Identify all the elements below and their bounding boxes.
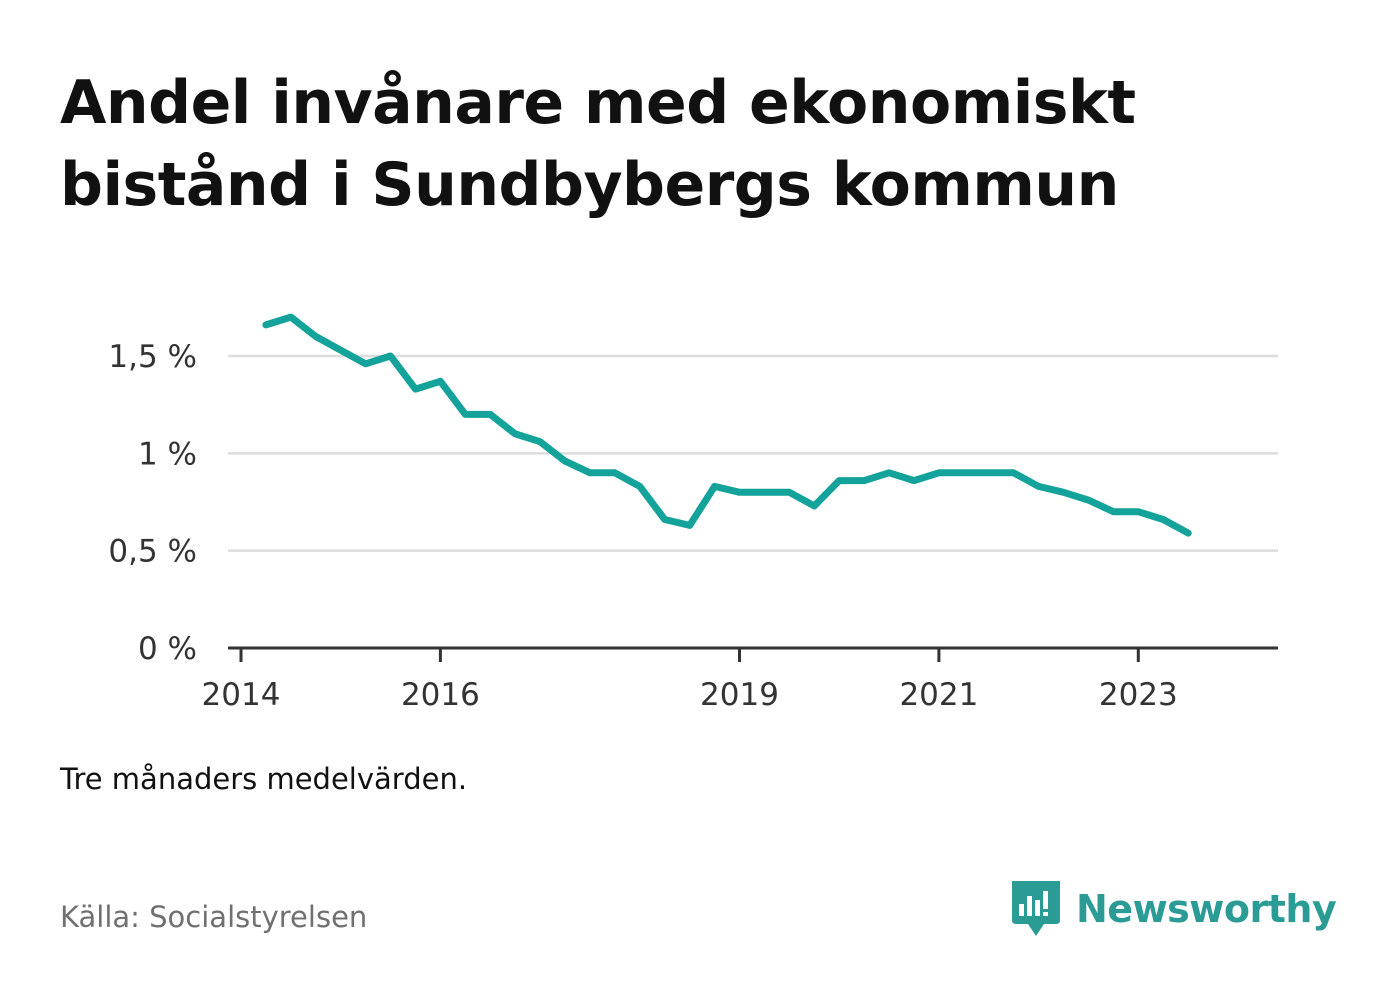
series-line <box>262 313 1192 537</box>
brand-logo[interactable]: Newsworthy <box>1010 878 1337 940</box>
brand-name: Newsworthy <box>1076 887 1337 931</box>
x-tick-label: 2019 <box>700 677 779 713</box>
x-tick-label: 2021 <box>899 677 978 713</box>
y-axis-tick-labels: 0 % 0,5 % 1 % 1,5 % <box>108 339 197 667</box>
series-lines <box>262 313 1192 537</box>
y-tick-label: 1 % <box>138 436 197 472</box>
x-tick-label: 2014 <box>202 677 281 713</box>
gridlines <box>228 354 1278 552</box>
y-tick-label: 1,5 % <box>108 339 197 375</box>
x-axis <box>228 646 1278 662</box>
x-axis-tick-labels: 2014 2016 2019 2021 2023 <box>202 677 1178 713</box>
x-tick-label: 2023 <box>1099 677 1178 713</box>
chart-note: Tre månaders medelvärden. <box>60 762 468 796</box>
source-label: Källa: Socialstyrelsen <box>60 900 368 934</box>
x-tick-label: 2016 <box>401 677 480 713</box>
y-tick-label: 0 % <box>138 631 197 667</box>
chart-title: Andel invånare med ekonomiskt bistånd i … <box>60 68 1136 220</box>
newsworthy-logo-icon <box>1012 881 1060 936</box>
y-tick-label: 0,5 % <box>108 534 197 570</box>
